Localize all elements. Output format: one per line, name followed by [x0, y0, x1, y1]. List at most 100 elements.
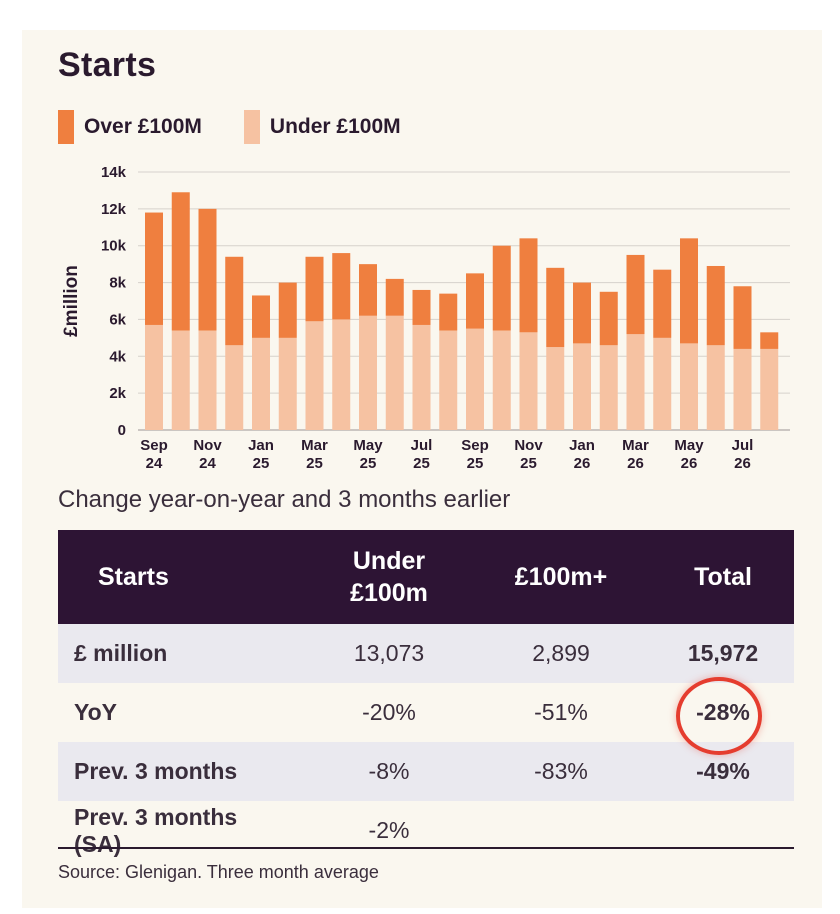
bar-over-100m [599, 291, 618, 346]
x-tick-label: Sep 24 [140, 437, 168, 472]
table-row: Prev. 3 months -8% -83% -49% [58, 742, 794, 801]
x-tick-label: Mar 25 [301, 437, 328, 472]
y-axis-label: £million [61, 265, 82, 337]
bar-under-100m [680, 343, 698, 430]
cell-over: -51% [534, 699, 588, 725]
highlighted-value: -28% [676, 677, 763, 755]
bar-under-100m [492, 330, 511, 430]
bar-under-100m [278, 337, 297, 430]
bar-under-100m [466, 328, 484, 430]
y-tick-label: 12k [101, 201, 127, 218]
x-tick-label: Sep 25 [461, 437, 489, 472]
bar-under-100m [305, 321, 324, 430]
bar-over-100m [492, 245, 511, 331]
table-row: YoY -20% -51% -28% [58, 677, 794, 755]
cell-over: -83% [470, 742, 652, 801]
x-tick-label: Nov 25 [514, 437, 543, 472]
bar-under-100m [439, 330, 458, 430]
bar-under-100m [359, 315, 377, 430]
row-label: £ million [58, 624, 269, 683]
bar-over-100m [385, 278, 404, 316]
bar-over-100m [519, 238, 538, 333]
x-tick-label: Jul 26 [732, 437, 754, 472]
table-subtitle: Change year-on-year and 3 months earlier [58, 486, 511, 513]
bar-over-100m [359, 264, 377, 316]
bar-over-100m [626, 254, 645, 335]
chart-legend: Over £100M Under £100M [58, 110, 443, 144]
bar-over-100m [680, 238, 698, 344]
bar-under-100m [225, 345, 244, 430]
y-tick-label: 10k [101, 238, 127, 255]
stacked-bar-chart: 0 2k 4k 6k 8k 10k 12k 14k £million Sep 24 Nov 24 Jan 2… [61, 164, 790, 472]
cell-over [470, 801, 652, 860]
bar-over-100m [653, 269, 672, 338]
cell-under: -20% [362, 699, 416, 725]
bar-under-100m [385, 315, 404, 430]
header-over: £100m+ [470, 530, 652, 624]
bar-over-100m [546, 267, 565, 348]
bar-under-100m [546, 347, 565, 430]
header-under-text: Under £100m [350, 547, 428, 607]
cell-total: -28% [652, 677, 794, 755]
highlight-circle [676, 677, 763, 755]
cell-total [652, 801, 794, 860]
cell-total: 15,972 [652, 624, 794, 683]
bar-over-100m [332, 253, 351, 320]
table-row: £ million 13,073 2,899 15,972 [58, 624, 794, 683]
bar-over-100m [171, 192, 190, 331]
bar-under-100m [171, 330, 190, 430]
bar-under-100m [198, 330, 217, 430]
bar-under-100m [760, 348, 779, 430]
bar-under-100m [332, 319, 351, 430]
bar-over-100m [439, 293, 458, 331]
header-under: Under £100m [269, 530, 470, 624]
bar-under-100m [653, 337, 672, 430]
bar-over-100m [466, 273, 484, 329]
table-header-row: Starts Under £100m £100m+ Total [58, 530, 794, 624]
x-tick-label: Jul 25 [411, 437, 433, 472]
cell-under: -8% [269, 742, 470, 801]
row-label: Prev. 3 months (SA) [74, 803, 238, 857]
bar-under-100m [733, 348, 752, 430]
header-starts: Starts [58, 530, 269, 624]
table-row: Prev. 3 months (SA) -2% [58, 801, 794, 860]
bar-under-100m [573, 343, 591, 430]
bar-over-100m [252, 295, 270, 338]
starts-panel: Starts Over £100M Under £100M 0 2k 4k 6k 8k 1… [22, 30, 822, 908]
bar-under-100m [252, 337, 270, 430]
y-tick-label: 6k [109, 311, 126, 328]
x-tick-label: Nov 24 [193, 437, 222, 472]
x-tick-label: Jan 25 [248, 437, 274, 472]
row-label: YoY [74, 699, 118, 725]
y-tick-label: 2k [109, 385, 126, 402]
x-tick-label: Jan 26 [569, 437, 595, 472]
bar-over-100m [760, 332, 779, 349]
bar-under-100m [599, 345, 618, 430]
bar-over-100m [706, 265, 725, 346]
bar-over-100m [305, 256, 324, 322]
table-bottom-rule [58, 847, 794, 849]
bar-over-100m [145, 212, 163, 325]
cell-under: 13,073 [269, 624, 470, 683]
bar-under-100m [412, 324, 431, 430]
bar-under-100m [706, 345, 725, 430]
header-total: Total [652, 530, 794, 624]
y-tick-label: 0 [118, 422, 126, 439]
x-tick-label: Mar 26 [622, 437, 649, 472]
bar-over-100m [412, 289, 431, 325]
source-note: Source: Glenigan. Three month average [58, 862, 379, 882]
legend-label-over: Over £100M [84, 115, 202, 138]
y-tick-label: 8k [109, 275, 126, 292]
row-label: Prev. 3 months [58, 742, 269, 801]
x-tick-label: May 25 [353, 437, 383, 472]
legend-label-under: Under £100M [269, 115, 401, 138]
legend-item-under: Under £100M [243, 110, 401, 144]
y-tick-label: 14k [101, 164, 127, 181]
bar-over-100m [573, 282, 591, 344]
legend-item-over: Over £100M [58, 110, 202, 144]
bar-under-100m [626, 334, 645, 430]
chart-title: Starts [58, 46, 157, 84]
cell-over: 2,899 [470, 624, 652, 683]
cell-under: -2% [368, 817, 410, 843]
bar-over-100m [198, 208, 217, 331]
